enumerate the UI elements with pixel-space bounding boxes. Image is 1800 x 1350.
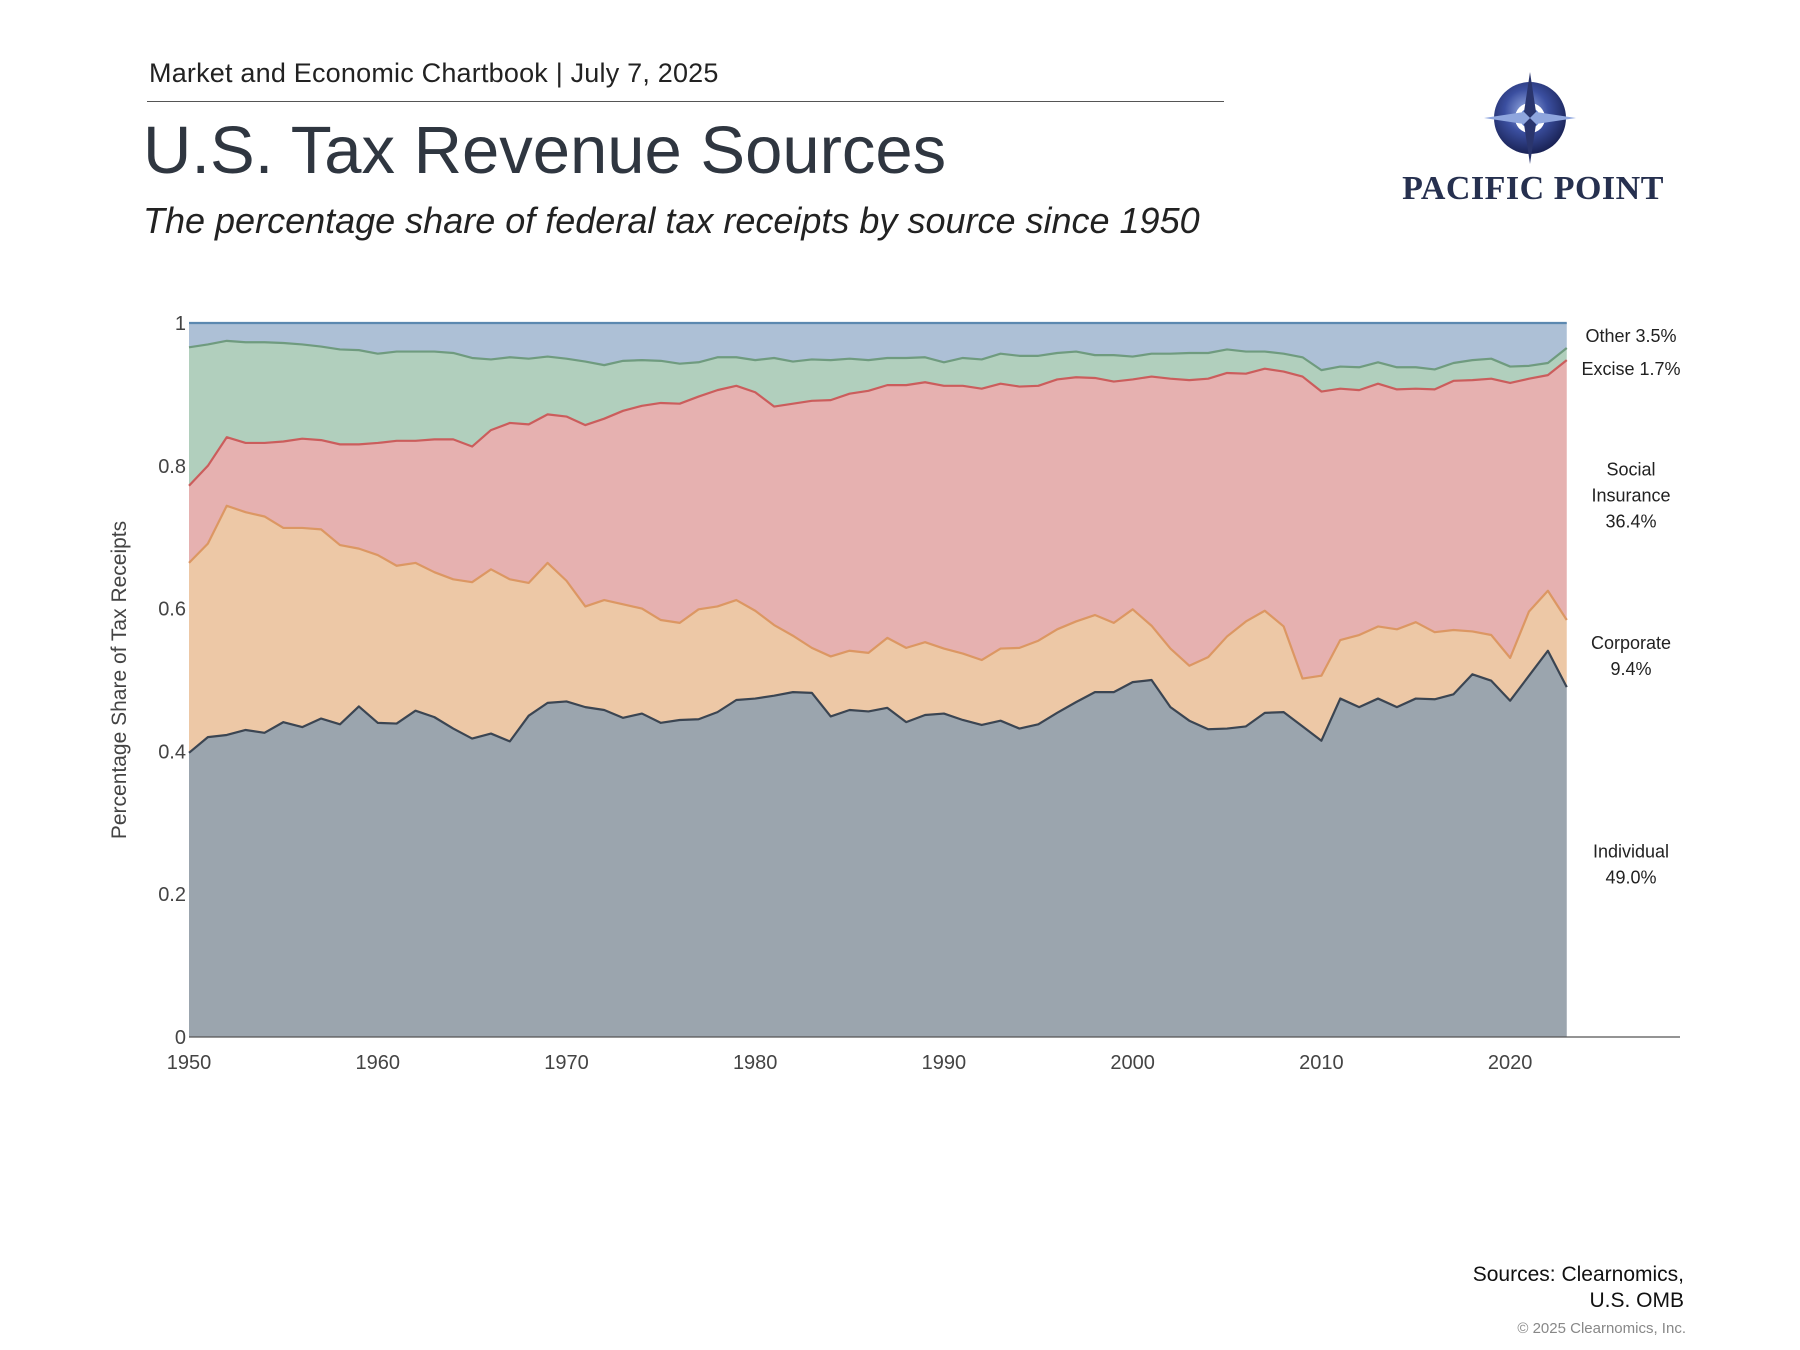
y-tick-label: 0 — [175, 1027, 186, 1049]
y-tick-label: 0.8 — [158, 456, 186, 478]
line-individual — [188, 649, 1568, 754]
x-tick-label: 2010 — [1299, 1052, 1344, 1074]
end-label-social-insurance: 36.4% — [1605, 511, 1656, 531]
x-tick-label: 2000 — [1110, 1052, 1155, 1074]
logo-text: PACIFIC POINT — [1402, 170, 1664, 207]
y-tick-label: 0.6 — [158, 599, 186, 621]
end-label-other: Other 3.5% — [1585, 326, 1676, 346]
x-tick-label: 2020 — [1488, 1052, 1533, 1074]
x-tick-label: 1970 — [544, 1052, 589, 1074]
area-individual — [189, 650, 1567, 1037]
line-excise — [188, 339, 1568, 372]
end-label-corporate: Corporate — [1591, 633, 1671, 653]
end-label-individual: Individual — [1593, 841, 1669, 861]
end-label-excise: Excise 1.7% — [1581, 359, 1680, 379]
x-tick-label: 1950 — [167, 1052, 212, 1074]
area-other — [189, 323, 1567, 371]
area-corporate — [189, 505, 1567, 753]
y-tick-label: 0.4 — [158, 741, 186, 763]
sources-note: Sources: Clearnomics, U.S. OMB — [1473, 1262, 1684, 1314]
y-tick-label: 0.2 — [158, 884, 186, 906]
copyright: © 2025 Clearnomics, Inc. — [1517, 1320, 1686, 1337]
chartbook-header: Market and Economic Chartbook | July 7, … — [149, 58, 719, 88]
end-label-social-insurance: Social — [1606, 459, 1655, 479]
line-social-insurance — [188, 359, 1568, 487]
page-subtitle: The percentage share of federal tax rece… — [143, 200, 1200, 241]
x-tick-label: 1980 — [733, 1052, 778, 1074]
end-label-individual: 49.0% — [1605, 867, 1656, 887]
y-axis-title: Percentage Share of Tax Receipts — [108, 521, 131, 839]
header-rule — [147, 101, 1224, 102]
x-tick-label: 1990 — [922, 1052, 967, 1074]
line-corporate — [188, 504, 1568, 680]
compass-icon — [1484, 72, 1576, 164]
x-tick-label: 1960 — [355, 1052, 400, 1074]
area-social-insurance — [189, 360, 1567, 679]
page-title: U.S. Tax Revenue Sources — [143, 113, 947, 188]
end-label-social-insurance: Insurance — [1591, 485, 1670, 505]
area-excise — [189, 340, 1567, 486]
sources-line-1: Sources: Clearnomics, — [1472, 1263, 1684, 1286]
end-label-corporate: 9.4% — [1610, 659, 1651, 679]
sources-line-2: U.S. OMB — [1589, 1289, 1684, 1312]
y-tick-label: 1 — [175, 313, 186, 335]
